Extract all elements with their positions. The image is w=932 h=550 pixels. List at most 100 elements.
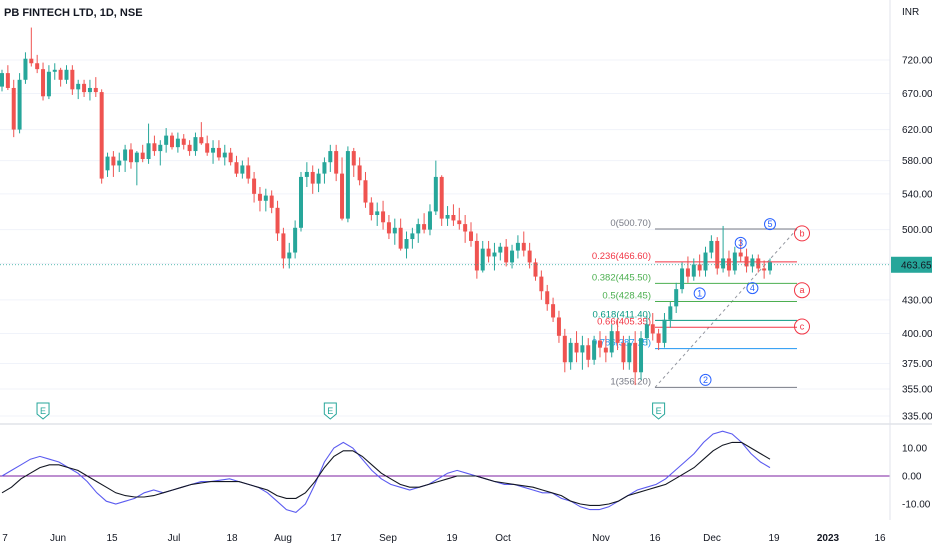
candle (463, 214, 468, 243)
candle-body (0, 73, 4, 87)
wave-circle (794, 282, 810, 299)
fib-level-label: 1(356.20) (610, 376, 651, 387)
candle-body (345, 151, 350, 219)
candle (111, 151, 116, 177)
candle-body (474, 240, 479, 271)
earnings-label: E (327, 406, 333, 416)
candle (222, 144, 227, 166)
candle (668, 301, 673, 328)
price-axis[interactable]: 720.00 670.00 620.00 580.00 540.00 500.00 430.… (902, 56, 932, 423)
candle (621, 335, 626, 370)
candle (128, 143, 133, 169)
oscillator-axis[interactable]: 10.00 0.00 -10.00 (902, 444, 931, 511)
candle (187, 140, 192, 156)
candle-body (275, 207, 280, 234)
elliott-wave-labels[interactable]: 1 2 3 4 5 a b c (693, 218, 810, 386)
candle-body (187, 144, 192, 152)
candle-body (662, 319, 667, 343)
price-tick-label: 355.00 (902, 385, 932, 396)
wave-label: b (799, 228, 804, 238)
fib-level-label: 0(500.70) (610, 218, 651, 229)
candle-body (521, 242, 526, 251)
candle (451, 204, 456, 226)
last-price-badge (891, 256, 932, 273)
candle (181, 134, 186, 150)
wave-label: 5 (767, 219, 772, 229)
candle-body (281, 233, 286, 259)
candle-body (644, 324, 649, 339)
time-tick-label: 16 (874, 533, 886, 544)
candle-body (545, 291, 550, 305)
wave-circle (693, 287, 706, 300)
osc-line-slow (1, 441, 771, 506)
candle-body (480, 248, 485, 271)
oscillator-pane[interactable] (0, 430, 890, 514)
candle-body (416, 224, 421, 234)
candle-body (205, 143, 210, 153)
candle-body (146, 143, 151, 159)
candle (211, 140, 216, 164)
candle-body (656, 333, 661, 343)
candle (82, 79, 87, 97)
candle (46, 65, 51, 100)
candle (0, 69, 4, 92)
wave-label: a (799, 285, 804, 295)
candle-body (29, 58, 34, 64)
candle (152, 135, 157, 156)
candle-body (697, 264, 702, 271)
candle-body (93, 87, 98, 93)
wave-label: 1 (697, 288, 702, 298)
candle (586, 338, 591, 368)
currency-label: INR (902, 7, 919, 18)
candle-body (181, 138, 186, 145)
candle-body (240, 165, 245, 174)
candle-body (334, 151, 339, 174)
candle (474, 233, 479, 279)
candle-body (709, 240, 714, 253)
candle (680, 262, 685, 294)
candle (398, 218, 403, 251)
candle (521, 231, 526, 257)
candle-body (35, 63, 40, 70)
candle-body (386, 222, 391, 234)
wave-circle (734, 236, 747, 249)
earnings-marker: E (36, 402, 50, 420)
candle-body (615, 331, 620, 343)
candle (592, 335, 597, 365)
candle (304, 162, 309, 188)
earnings-marker: E (652, 402, 666, 420)
candle-body (568, 342, 573, 363)
candle (263, 188, 268, 212)
candle (644, 315, 649, 346)
fibonacci-retracement[interactable]: 0(500.70) 0.236(466.60) 0.382(445.50) 0.5(4… (592, 218, 798, 388)
candle (281, 227, 286, 269)
earnings-label: E (656, 406, 662, 416)
time-axis[interactable]: 7 Jun 15 Jul 18 Aug 17 Sep 19 Oct Nov 16 Dec 19 2023 16 (2, 533, 886, 544)
candle (445, 206, 450, 226)
candle-body (463, 224, 468, 232)
candle-body (252, 178, 257, 194)
candle (35, 54, 40, 74)
candle-body (211, 147, 216, 153)
candle (93, 77, 98, 97)
candle (386, 214, 391, 240)
candle (433, 160, 438, 215)
time-tick-label: 7 (2, 533, 8, 544)
candle-body (533, 262, 538, 277)
candle (275, 200, 280, 241)
candle (334, 144, 339, 182)
candle-body (316, 173, 321, 184)
candle-body (621, 342, 626, 363)
candle-body (381, 211, 386, 223)
candle-body (750, 258, 755, 267)
candle-body (392, 227, 397, 234)
candle (615, 319, 620, 351)
price-candles[interactable] (0, 27, 772, 386)
candle (539, 270, 544, 300)
candle (469, 222, 474, 247)
osc-tick-label: -10.00 (902, 500, 931, 511)
candle (527, 242, 532, 269)
candle-body (234, 162, 239, 174)
